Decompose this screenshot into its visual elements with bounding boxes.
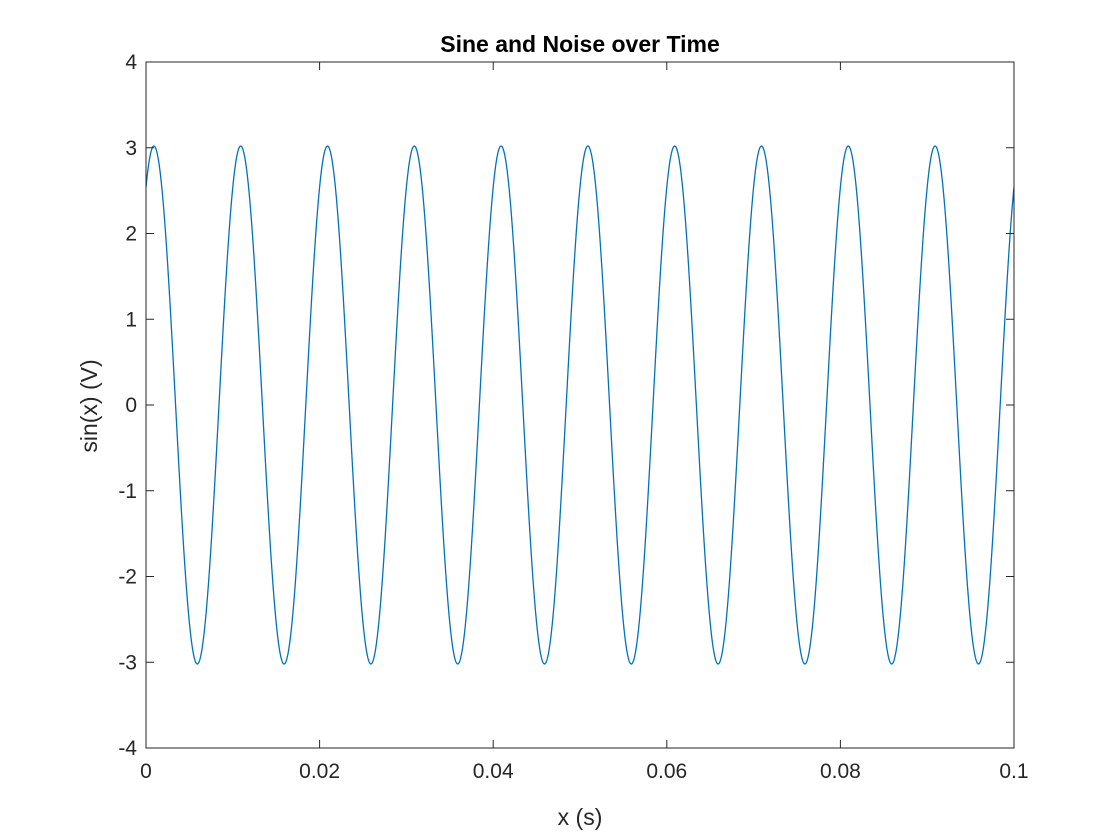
x-axis: 0 0.02 0.04 0.06 0.08 0.1 xyxy=(140,62,1029,783)
y-tick-label: 2 xyxy=(125,223,137,246)
series-line-0 xyxy=(146,145,1014,665)
axes-background xyxy=(146,62,1014,748)
y-axis: -4 -3 -2 -1 0 1 2 3 4 xyxy=(118,51,1014,760)
x-tick-label: 0.06 xyxy=(646,760,687,783)
y-tick-label: 4 xyxy=(125,51,137,74)
plot-area xyxy=(145,61,1015,749)
x-tick-label: 0.04 xyxy=(473,760,514,783)
x-tick-label: 0.1 xyxy=(999,760,1028,783)
y-tick-label: -2 xyxy=(118,566,137,589)
y-tick-label: -4 xyxy=(118,737,137,760)
x-tick-label: 0 xyxy=(140,760,152,783)
x-tick-label: 0.08 xyxy=(820,760,861,783)
x-axis-label: x (s) xyxy=(558,804,603,830)
y-tick-label: 1 xyxy=(125,308,137,331)
y-tick-label: 3 xyxy=(125,137,137,160)
y-tick-label: -1 xyxy=(118,480,137,503)
y-tick-label: 0 xyxy=(125,394,137,417)
x-tick-label: 0.02 xyxy=(299,760,340,783)
y-tick-label: -3 xyxy=(118,651,137,674)
chart-title: Sine and Noise over Time xyxy=(440,31,720,57)
y-axis-label: sin(x) (V) xyxy=(76,359,102,452)
